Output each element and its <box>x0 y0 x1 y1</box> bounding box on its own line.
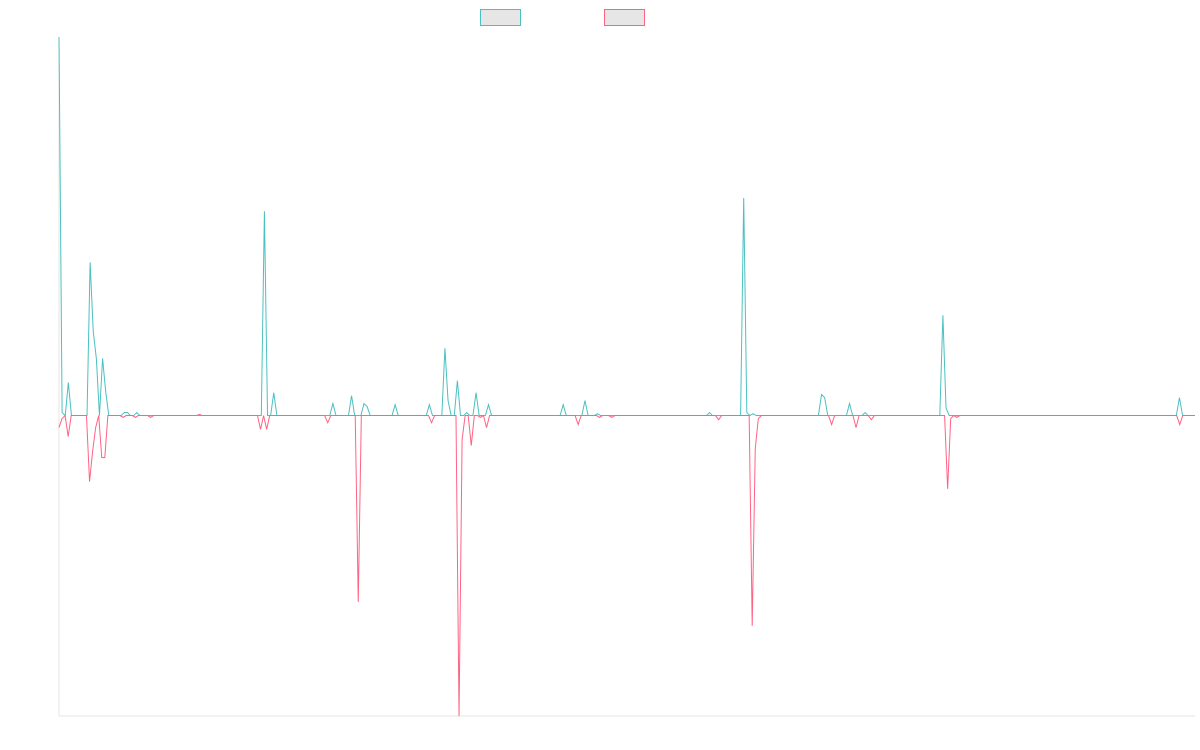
series-2-line <box>58 413 1195 717</box>
series-1-line <box>58 36 1195 417</box>
legend-swatch-series-1[interactable] <box>480 9 521 26</box>
series-layer <box>58 36 1195 717</box>
chart-legend[interactable] <box>480 9 645 26</box>
legend-swatch-series-2[interactable] <box>604 9 645 26</box>
